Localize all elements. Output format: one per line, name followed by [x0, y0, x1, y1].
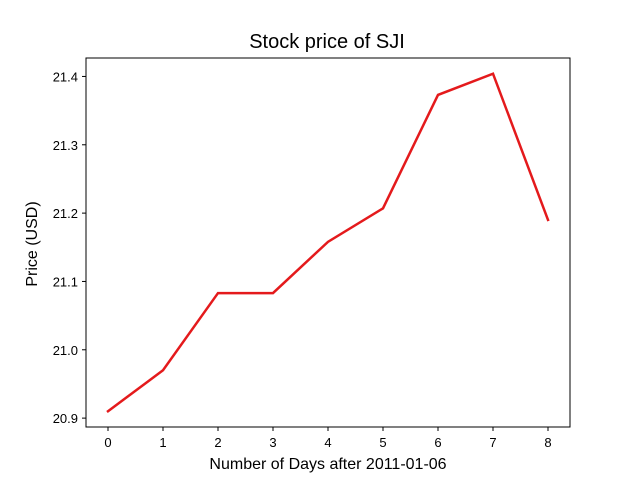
y-axis-label: Price (USD) — [24, 201, 41, 286]
x-tick-label: 3 — [269, 435, 276, 450]
plot-area: 0 1 2 3 4 5 6 7 8 20.9 21.0 21.1 21.2 21.3 21.4 — [53, 57, 571, 450]
y-tick-label: 21.0 — [53, 343, 78, 358]
x-tick-label: 1 — [159, 435, 166, 450]
y-tick-label: 21.3 — [53, 138, 78, 153]
x-tick-label: 2 — [214, 435, 221, 450]
x-tick-label: 7 — [489, 435, 496, 450]
y-tick-label: 21.1 — [53, 274, 78, 289]
chart-title: Stock price of SJI — [249, 31, 405, 53]
y-tick-label: 21.4 — [53, 69, 78, 84]
y-tick-label: 21.2 — [53, 206, 78, 221]
series-line — [106, 72, 550, 414]
x-tick-label: 0 — [104, 435, 111, 450]
x-tick-label: 8 — [544, 435, 551, 450]
x-tick-label: 6 — [434, 435, 441, 450]
x-tick-label: 5 — [379, 435, 386, 450]
y-tick-label: 20.9 — [53, 411, 78, 426]
x-axis-label: Number of Days after 2011-01-06 — [209, 456, 446, 473]
x-tick-label: 4 — [324, 435, 331, 450]
